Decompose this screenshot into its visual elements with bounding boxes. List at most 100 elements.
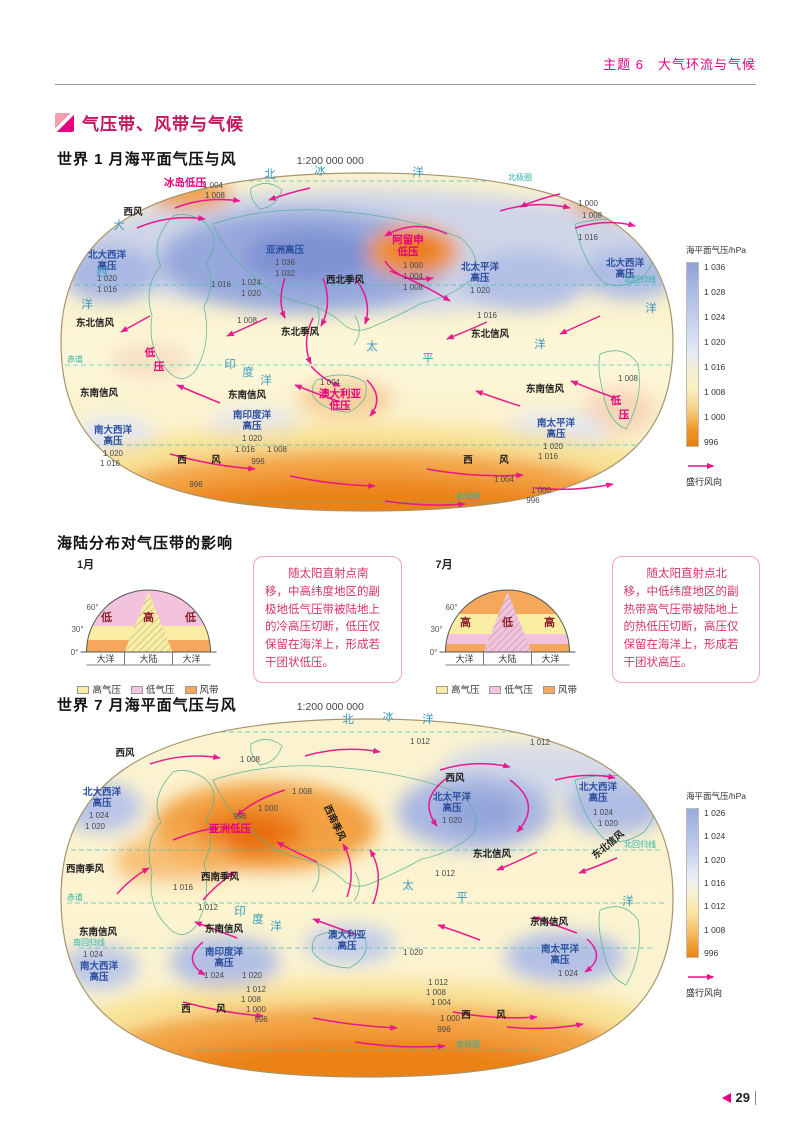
map-label: 1 020: [103, 449, 124, 458]
map-label: 澳大利亚: [319, 387, 361, 400]
map-label: 南极圈: [456, 491, 480, 501]
map-label: 1 008: [403, 283, 424, 292]
map-label: 高压: [546, 428, 566, 440]
map-label: 1 024: [204, 971, 225, 980]
surface-label: 大陆: [498, 653, 516, 664]
map-label: 1 012: [530, 738, 551, 747]
legend-label: 风带: [199, 685, 219, 696]
map-label: 1 008: [241, 995, 262, 1004]
map-label: 太: [402, 879, 414, 892]
map-label: 洋: [622, 894, 634, 908]
high-pressure-swatch: [77, 686, 90, 695]
map-label: 压: [154, 361, 165, 373]
legend-item-high: 高气压: [77, 682, 121, 696]
map-label: 南印度洋: [233, 409, 272, 421]
map-label: 北大西洋: [88, 249, 127, 261]
month-label: 1月: [77, 559, 95, 571]
map-label: 1 008: [267, 445, 288, 454]
low-pressure-swatch: [489, 686, 502, 695]
map-label: 1 000: [578, 199, 599, 208]
map-label: 南极圈: [456, 1039, 480, 1049]
legend-value: 1 000: [704, 412, 726, 422]
zone-label: 高: [460, 615, 471, 629]
map-label: 冰岛低压: [164, 176, 206, 189]
map-label: 北: [264, 168, 276, 181]
wind-arrow-icon: [688, 974, 715, 980]
wind-legend-label: 盛行风向: [686, 988, 723, 998]
map-label: 1 004: [494, 475, 515, 484]
map-label: 赤道: [67, 354, 83, 364]
legend-value: 1 016: [704, 362, 726, 372]
legend-color-bar: [686, 808, 699, 958]
map-label: 平: [422, 353, 434, 365]
map-label: 洋: [422, 712, 434, 726]
surface-label: 大洋: [96, 653, 114, 664]
legend-item-windbelt: 风带: [543, 682, 577, 696]
map-label: 1 000: [246, 1005, 267, 1014]
map-label: 东北信风: [473, 848, 512, 860]
map-label: 西南季风: [66, 863, 105, 875]
legend-value: 1 012: [704, 901, 726, 912]
page-number-divider: [755, 1090, 756, 1105]
legend-label: 高气压: [92, 685, 121, 696]
map-label: 1 012: [246, 985, 267, 994]
wind-arrows: [120, 187, 636, 508]
map-label: 北大西洋: [606, 257, 645, 269]
map-label: 风: [211, 455, 221, 466]
legend-value: 996: [704, 947, 719, 958]
map-label: 高压: [92, 797, 112, 809]
map-label: 东北信风: [471, 328, 510, 340]
map-label: 1 004: [431, 998, 452, 1007]
january-map-title: 世界 1 月海平面气压与风: [57, 151, 237, 168]
map-label: 996: [437, 1025, 451, 1034]
january-note: 随太阳直射点南移，中高纬度地区的副极地低气压带被陆地上的冷高压切断，低压仅保留在…: [253, 556, 402, 683]
map-label: 996: [189, 480, 203, 489]
dome-legend: 高气压 低气压 风带: [414, 682, 600, 696]
map-label: 1 000: [531, 486, 552, 495]
map-label: 洋: [645, 301, 657, 315]
map-label: 低压: [397, 245, 419, 258]
map-outline: [60, 718, 674, 1078]
map-label: 冰: [382, 712, 394, 723]
map-label: 北大西洋: [83, 786, 122, 798]
map-label: 东南信风: [79, 926, 118, 938]
map-label: 1 012: [410, 737, 431, 746]
pressure-legend-july: 海平面气压/hPa 1 026 1 024 1 020 1 016 1 012 1 008…: [686, 790, 760, 999]
map-label: 西风: [445, 773, 465, 784]
map-label: 西风: [115, 748, 135, 759]
map-label: 1 016: [578, 233, 599, 242]
map-label: 1 008: [426, 988, 447, 997]
zone-label: 低: [184, 610, 196, 624]
map-label: 1 008: [582, 211, 603, 220]
map-label: 北回归线: [624, 274, 656, 284]
map-label: 冰: [314, 166, 326, 177]
surface-label: 大洋: [541, 653, 559, 664]
zone-label: 高: [143, 610, 154, 624]
map-label: 1 020: [543, 442, 564, 451]
map-label: 996: [251, 457, 265, 466]
section-title-row: 气压带、风带与气候: [55, 110, 244, 135]
map-label: 1 020: [241, 289, 262, 298]
map-label: 1 024: [241, 278, 262, 287]
map-label: 西风: [123, 207, 143, 218]
map-label: 1 016: [100, 459, 121, 468]
map-label: 北极圈: [508, 172, 532, 182]
map-label: 南太平洋: [537, 417, 576, 429]
map-label: 1 012: [198, 903, 219, 912]
map-label: 1 024: [558, 969, 579, 978]
map-label: 996: [526, 496, 540, 505]
map-label: 高压: [337, 940, 357, 952]
land-sea-heading: 海陆分布对气压带的影响: [57, 535, 234, 552]
pressure-field: [61, 731, 673, 1077]
legend-value: 1 016: [704, 877, 726, 888]
map-label: 洋: [270, 919, 282, 933]
map-label: 平: [456, 892, 468, 904]
map-label: 1 020: [442, 816, 463, 825]
july-map-title-row: 世界 7 月海平面气压与风 1:200 000 000: [57, 694, 364, 715]
map-label: 高压: [550, 954, 570, 966]
map-label: 1 008: [205, 191, 226, 200]
low-pressure-swatch: [130, 686, 143, 695]
map-label: 1 016: [538, 452, 559, 461]
map-label: 风: [496, 1010, 506, 1021]
map-label: 北回归线: [624, 839, 656, 849]
